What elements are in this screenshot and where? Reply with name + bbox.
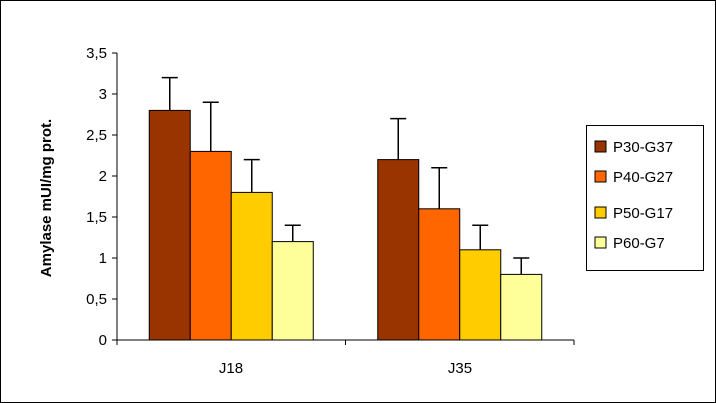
y-axis-title: Amylase mUI/mg prot. xyxy=(38,119,55,277)
legend-swatch-p60-g7 xyxy=(594,236,607,249)
x-tick-label-j35: J35 xyxy=(448,360,472,377)
legend-label-p40-g27: P40-G27 xyxy=(613,169,673,186)
bar-p60-g7-j35 xyxy=(500,273,543,341)
bar-p50-g17-j18 xyxy=(230,191,273,341)
bar-p50-g17-j35 xyxy=(459,249,502,341)
bar-p40-g27-j18 xyxy=(189,150,232,341)
legend: P30-G37 P40-G27 P50-G17 P60-G7 xyxy=(586,125,704,271)
bar-p40-g27-j35 xyxy=(418,208,461,341)
y-tick-label: 1 xyxy=(99,250,107,267)
bar-p30-g37-j35 xyxy=(377,159,420,341)
legend-swatch-p50-g17 xyxy=(594,206,607,219)
y-tick-label: 3 xyxy=(99,86,107,103)
legend-swatch-p30-g37 xyxy=(594,140,607,153)
y-tick-label: 3,5 xyxy=(86,45,107,62)
y-tick-label: 2,5 xyxy=(86,127,107,144)
error-bars xyxy=(161,76,530,275)
bar-p30-g37-j18 xyxy=(148,109,191,341)
bars xyxy=(148,109,543,341)
y-tick-label: 0,5 xyxy=(86,291,107,308)
legend-label-p30-g37: P30-G37 xyxy=(613,139,673,156)
x-axis-ticks xyxy=(116,340,575,345)
y-tick-label: 0 xyxy=(99,332,107,349)
y-axis-ticks: 0 0,5 1 1,5 2 2,5 3 3,5 xyxy=(86,45,117,349)
legend-label-p50-g17: P50-G17 xyxy=(613,205,673,222)
bar-p60-g7-j18 xyxy=(271,241,314,341)
legend-swatch-p40-g27 xyxy=(594,170,607,183)
y-tick-label: 2 xyxy=(99,168,107,185)
legend-label-p60-g7: P60-G7 xyxy=(613,235,665,252)
x-tick-label-j18: J18 xyxy=(219,360,243,377)
y-tick-label: 1,5 xyxy=(86,209,107,226)
